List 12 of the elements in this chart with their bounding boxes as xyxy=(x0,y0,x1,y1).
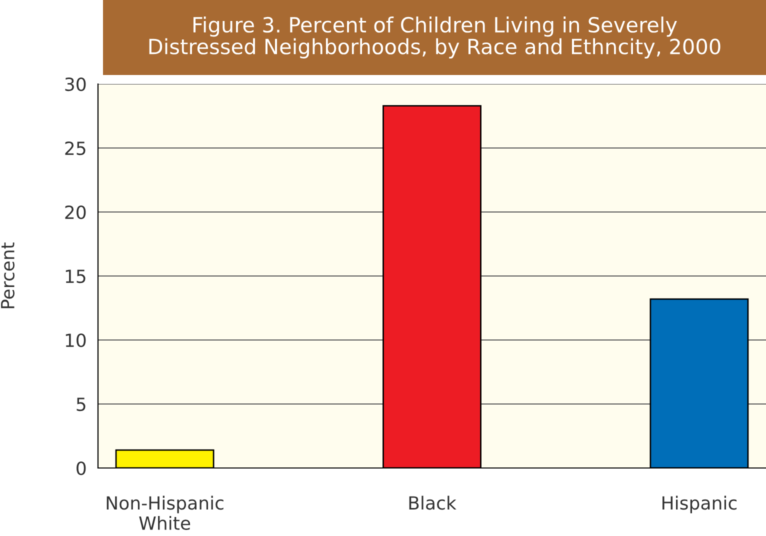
x-tick-label: Hispanic xyxy=(662,496,737,514)
y-axis-title: Percent xyxy=(1,242,14,308)
y-tick-label: 20 xyxy=(65,205,86,220)
y-tick-label: 10 xyxy=(66,333,86,348)
y-tick-label: 15 xyxy=(66,270,86,284)
y-tick-label: 0 xyxy=(76,461,86,476)
y-tick-label: 25 xyxy=(65,141,86,156)
chart-title: Figure 3. Percent of Children Living in Severely Distressed Neighborhoods, by Race and Ethncity, 2000 xyxy=(149,16,720,58)
y-tick-label: 30 xyxy=(65,77,86,92)
x-tick-label: Non-Hispanic White xyxy=(106,496,224,530)
y-tick-label: 5 xyxy=(76,398,86,412)
x-tick-label: Black xyxy=(409,496,456,510)
